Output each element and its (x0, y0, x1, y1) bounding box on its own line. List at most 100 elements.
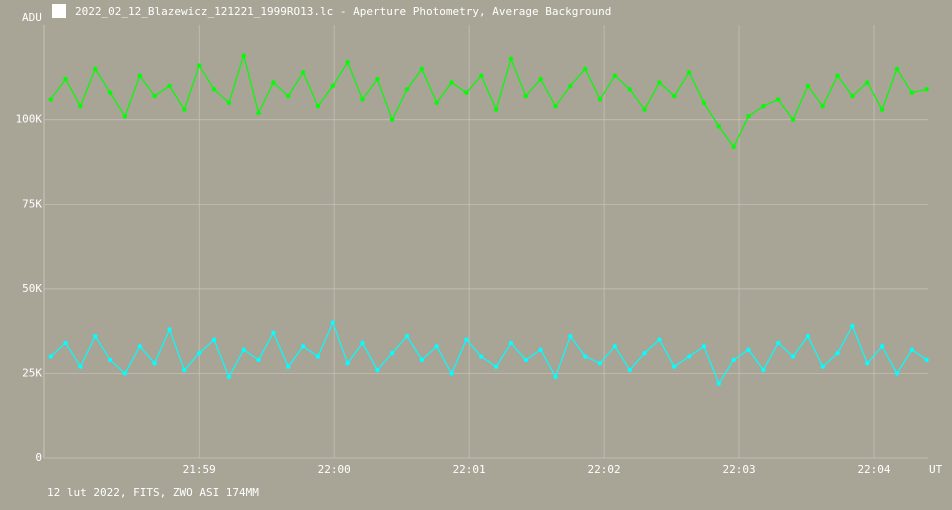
series-line (50, 53, 927, 148)
data-point (449, 371, 454, 376)
data-point (464, 337, 469, 342)
data-point (479, 354, 484, 359)
x-tick-label: 22:04 (857, 463, 890, 476)
data-point (107, 357, 113, 363)
data-point (211, 87, 217, 92)
app-icon (52, 4, 66, 18)
data-point (775, 340, 781, 346)
data-point (865, 361, 870, 366)
data-point (879, 107, 885, 112)
data-point (286, 364, 291, 369)
data-point (582, 354, 588, 359)
data-point (375, 367, 380, 373)
data-point (197, 350, 202, 356)
data-point (612, 73, 618, 78)
data-point (434, 100, 439, 106)
data-point (390, 350, 395, 356)
data-point (330, 320, 336, 325)
data-point (568, 83, 573, 89)
data-point (122, 371, 128, 376)
y-tick-label: 50K (22, 282, 42, 295)
data-point (419, 66, 425, 72)
data-point (271, 330, 276, 336)
data-point (850, 323, 855, 329)
data-point (642, 350, 647, 356)
data-point (597, 97, 603, 102)
data-point (345, 361, 350, 366)
data-point (182, 367, 187, 373)
data-point (404, 87, 410, 92)
data-point (790, 354, 796, 359)
data-point (167, 327, 172, 332)
data-point (523, 93, 529, 99)
data-point (167, 83, 172, 89)
data-point (805, 83, 811, 89)
data-point (716, 124, 722, 129)
data-point (63, 76, 68, 82)
data-point (286, 93, 291, 99)
data-point (404, 334, 410, 339)
data-point (137, 344, 143, 349)
data-point (909, 347, 915, 352)
data-point (256, 357, 261, 363)
y-tick-label: 25K (22, 366, 42, 379)
data-point (464, 90, 469, 95)
data-point (63, 340, 68, 346)
x-tick-label: 22:00 (318, 463, 351, 476)
data-point (122, 114, 128, 119)
data-point (315, 354, 321, 359)
data-point (731, 357, 736, 363)
data-point (226, 100, 232, 106)
data-point (48, 354, 53, 359)
data-point (315, 103, 321, 109)
data-point (568, 334, 573, 339)
data-point (197, 63, 202, 68)
data-point (761, 367, 766, 373)
data-point (360, 340, 365, 346)
data-point (345, 60, 350, 65)
data-point (672, 364, 677, 369)
data-point (508, 56, 514, 62)
data-point (330, 83, 336, 89)
data-point (820, 364, 825, 369)
data-point (657, 337, 662, 342)
data-point (300, 70, 306, 75)
data-point (657, 80, 662, 85)
data-point (879, 344, 885, 349)
data-point (835, 73, 840, 78)
data-point (152, 361, 157, 366)
data-point (761, 103, 766, 109)
data-point (746, 114, 751, 119)
data-point (553, 103, 558, 109)
x-tick-label: 21:59 (183, 463, 216, 476)
data-point (538, 76, 543, 82)
data-point (746, 347, 751, 352)
data-point (553, 374, 558, 380)
data-point (300, 344, 306, 349)
data-point (493, 364, 499, 369)
data-point (850, 93, 855, 99)
data-point (360, 97, 365, 102)
y-tick-label: 100K (16, 113, 43, 126)
x-tick-label: 22:02 (588, 463, 621, 476)
data-point (390, 117, 395, 122)
y-tick-label: 0 (35, 451, 42, 464)
data-point (612, 344, 618, 349)
data-point (716, 381, 722, 386)
series-line (50, 321, 927, 385)
data-point (256, 110, 261, 116)
data-point (419, 357, 425, 363)
data-point (642, 107, 647, 112)
data-point (894, 66, 900, 72)
data-point (107, 90, 113, 95)
data-point (924, 87, 929, 92)
data-point (686, 70, 692, 75)
data-point (865, 80, 870, 85)
data-point (93, 334, 98, 339)
data-point (241, 53, 246, 58)
data-point (820, 103, 825, 109)
data-point (226, 374, 232, 380)
data-point (775, 97, 781, 102)
data-point (790, 117, 796, 122)
